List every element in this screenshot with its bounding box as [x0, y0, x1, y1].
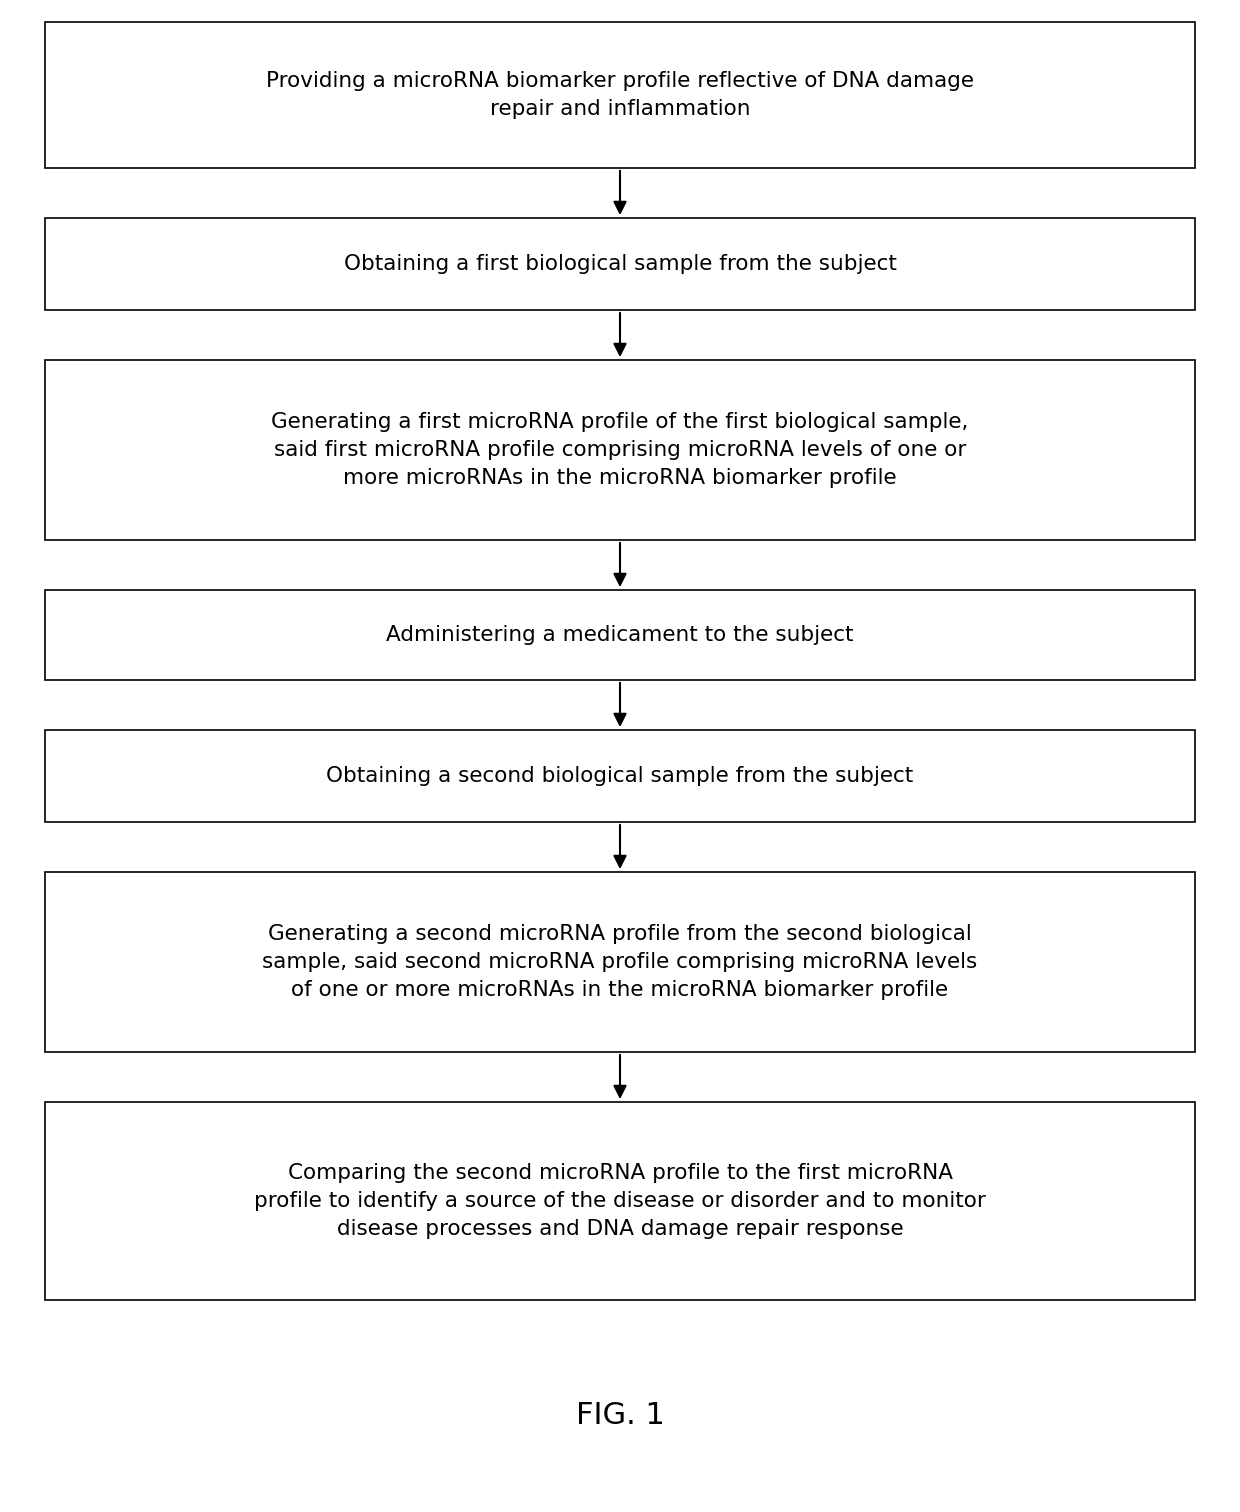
- Bar: [45, 872, 1195, 1052]
- Text: Administering a medicament to the subject: Administering a medicament to the subjec…: [386, 624, 854, 646]
- Bar: [45, 1102, 1195, 1300]
- Text: Generating a first microRNA profile of the first biological sample,
said first m: Generating a first microRNA profile of t…: [272, 411, 968, 488]
- Bar: [45, 218, 1195, 310]
- Text: Providing a microRNA biomarker profile reflective of DNA damage
repair and infla: Providing a microRNA biomarker profile r…: [267, 71, 973, 119]
- Text: Obtaining a first biological sample from the subject: Obtaining a first biological sample from…: [343, 254, 897, 274]
- Text: Obtaining a second biological sample from the subject: Obtaining a second biological sample fro…: [326, 767, 914, 786]
- Bar: [45, 590, 1195, 680]
- Bar: [45, 360, 1195, 540]
- Text: FIG. 1: FIG. 1: [575, 1400, 665, 1429]
- Bar: [45, 730, 1195, 823]
- Bar: [45, 23, 1195, 168]
- Text: Generating a second microRNA profile from the second biological
sample, said sec: Generating a second microRNA profile fro…: [263, 924, 977, 999]
- Text: Comparing the second microRNA profile to the first microRNA
profile to identify : Comparing the second microRNA profile to…: [254, 1163, 986, 1238]
